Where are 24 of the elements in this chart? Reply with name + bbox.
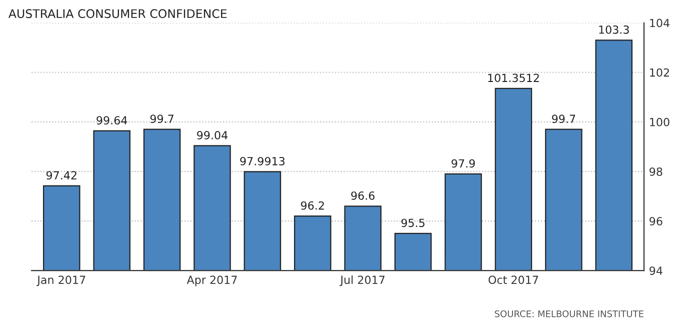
y-tick-label: 104: [650, 18, 670, 28]
x-tick-label: Oct 2017: [488, 276, 538, 284]
data-label: 99.7: [552, 114, 576, 124]
data-label: 97.9: [452, 159, 475, 168]
data-label: 99.04: [197, 130, 228, 140]
y-tick-label: 94: [650, 266, 662, 275]
y-tick-label: 96: [650, 217, 662, 226]
y-tick-label: 102: [650, 68, 669, 77]
x-tick-label: Jan 2017: [36, 276, 86, 286]
data-label: 95.5: [401, 218, 424, 228]
data-label: 99.7: [150, 114, 174, 124]
data-label: 96.6: [351, 191, 375, 200]
data-label: 99.64: [96, 116, 128, 125]
data-label: 97.9913: [240, 156, 285, 166]
data-label: 101.3512: [488, 74, 539, 82]
x-tick-label: Jul 2017: [340, 275, 385, 286]
y-tick-label: 100: [650, 118, 670, 126]
data-label: 96.2: [300, 201, 324, 210]
data-label: 103.3: [599, 25, 629, 34]
y-tick-label: 98: [650, 167, 662, 176]
source-note: SOURCE: MELBOURNE INSTITUTE: [494, 310, 644, 318]
chart-title: AUSTRALIA CONSUMER CONFIDENCE: [8, 9, 227, 18]
x-tick-label: Apr 2017: [186, 276, 237, 286]
data-label: 97.42: [46, 171, 76, 180]
